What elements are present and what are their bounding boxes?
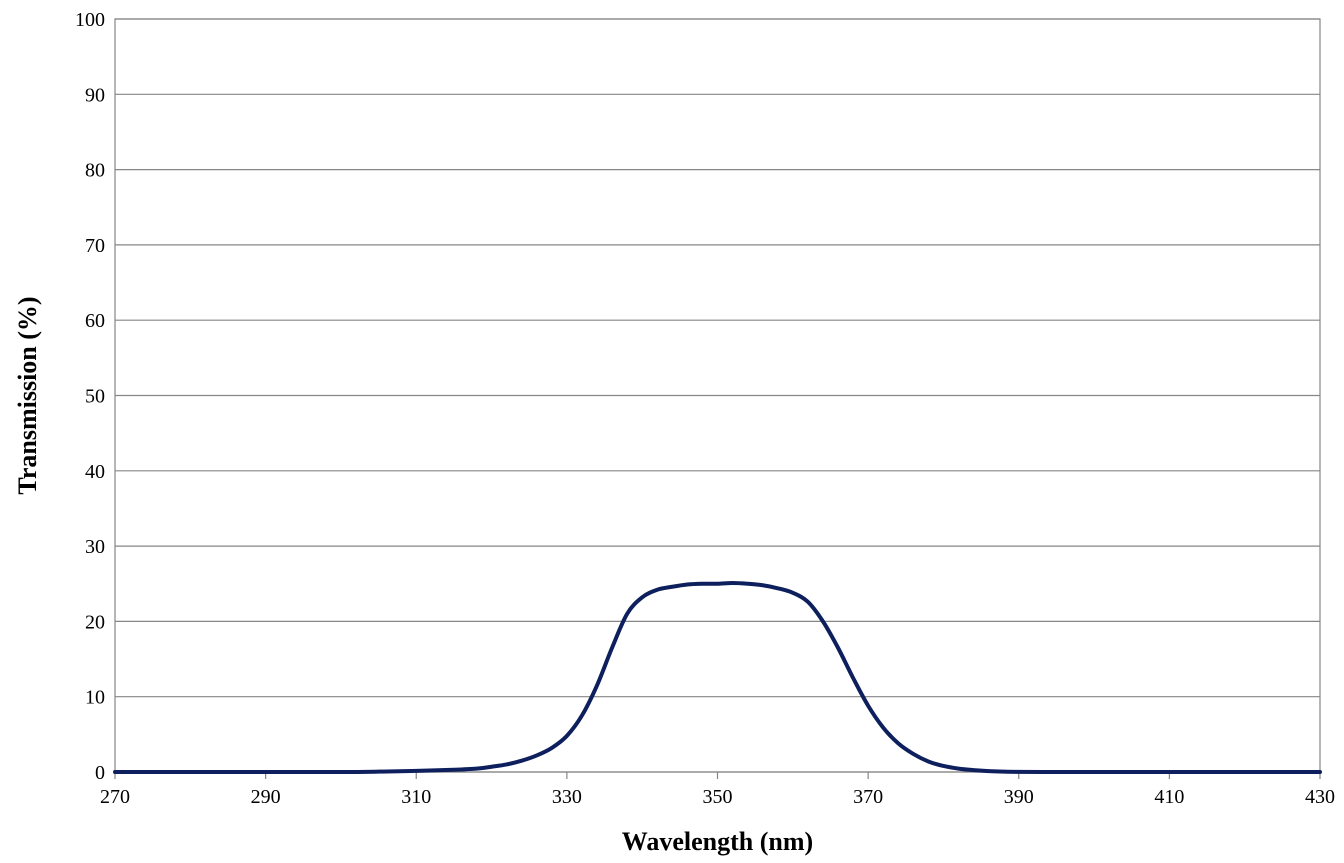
y-axis-title: Transmission (%) <box>13 296 42 494</box>
x-tick-label: 270 <box>100 786 130 808</box>
x-tick-label: 290 <box>251 786 281 808</box>
y-tick-label: 60 <box>85 310 105 332</box>
x-tick-label: 350 <box>703 786 733 808</box>
x-tick-label: 390 <box>1004 786 1034 808</box>
y-tick-label: 50 <box>85 386 105 408</box>
plot-area-border <box>114 18 1321 773</box>
gridlines <box>114 18 1321 779</box>
y-tick-label: 40 <box>85 461 105 483</box>
x-tick-label: 430 <box>1305 786 1335 808</box>
x-axis-title: Wavelength (nm) <box>622 827 813 856</box>
y-tick-label: 80 <box>85 160 105 182</box>
series-line-0 <box>113 581 1322 775</box>
y-tick-label: 100 <box>75 9 105 31</box>
y-tick-labels: 0 10 20 30 40 50 60 70 80 90 100 <box>75 9 105 784</box>
y-tick-label: 90 <box>85 84 105 106</box>
y-tick-label: 10 <box>85 687 105 709</box>
y-tick-label: 70 <box>85 235 105 257</box>
y-tick-label: 0 <box>95 762 105 784</box>
x-tick-label: 410 <box>1154 786 1184 808</box>
series-layer <box>113 581 1322 775</box>
y-tick-label: 30 <box>85 536 105 558</box>
x-tick-label: 330 <box>552 786 582 808</box>
x-tick-label: 310 <box>401 786 431 808</box>
y-tick-label: 20 <box>85 611 105 633</box>
x-tick-label: 370 <box>853 786 883 808</box>
x-tick-labels: 270 290 310 330 350 370 390 410 430 <box>100 786 1335 808</box>
